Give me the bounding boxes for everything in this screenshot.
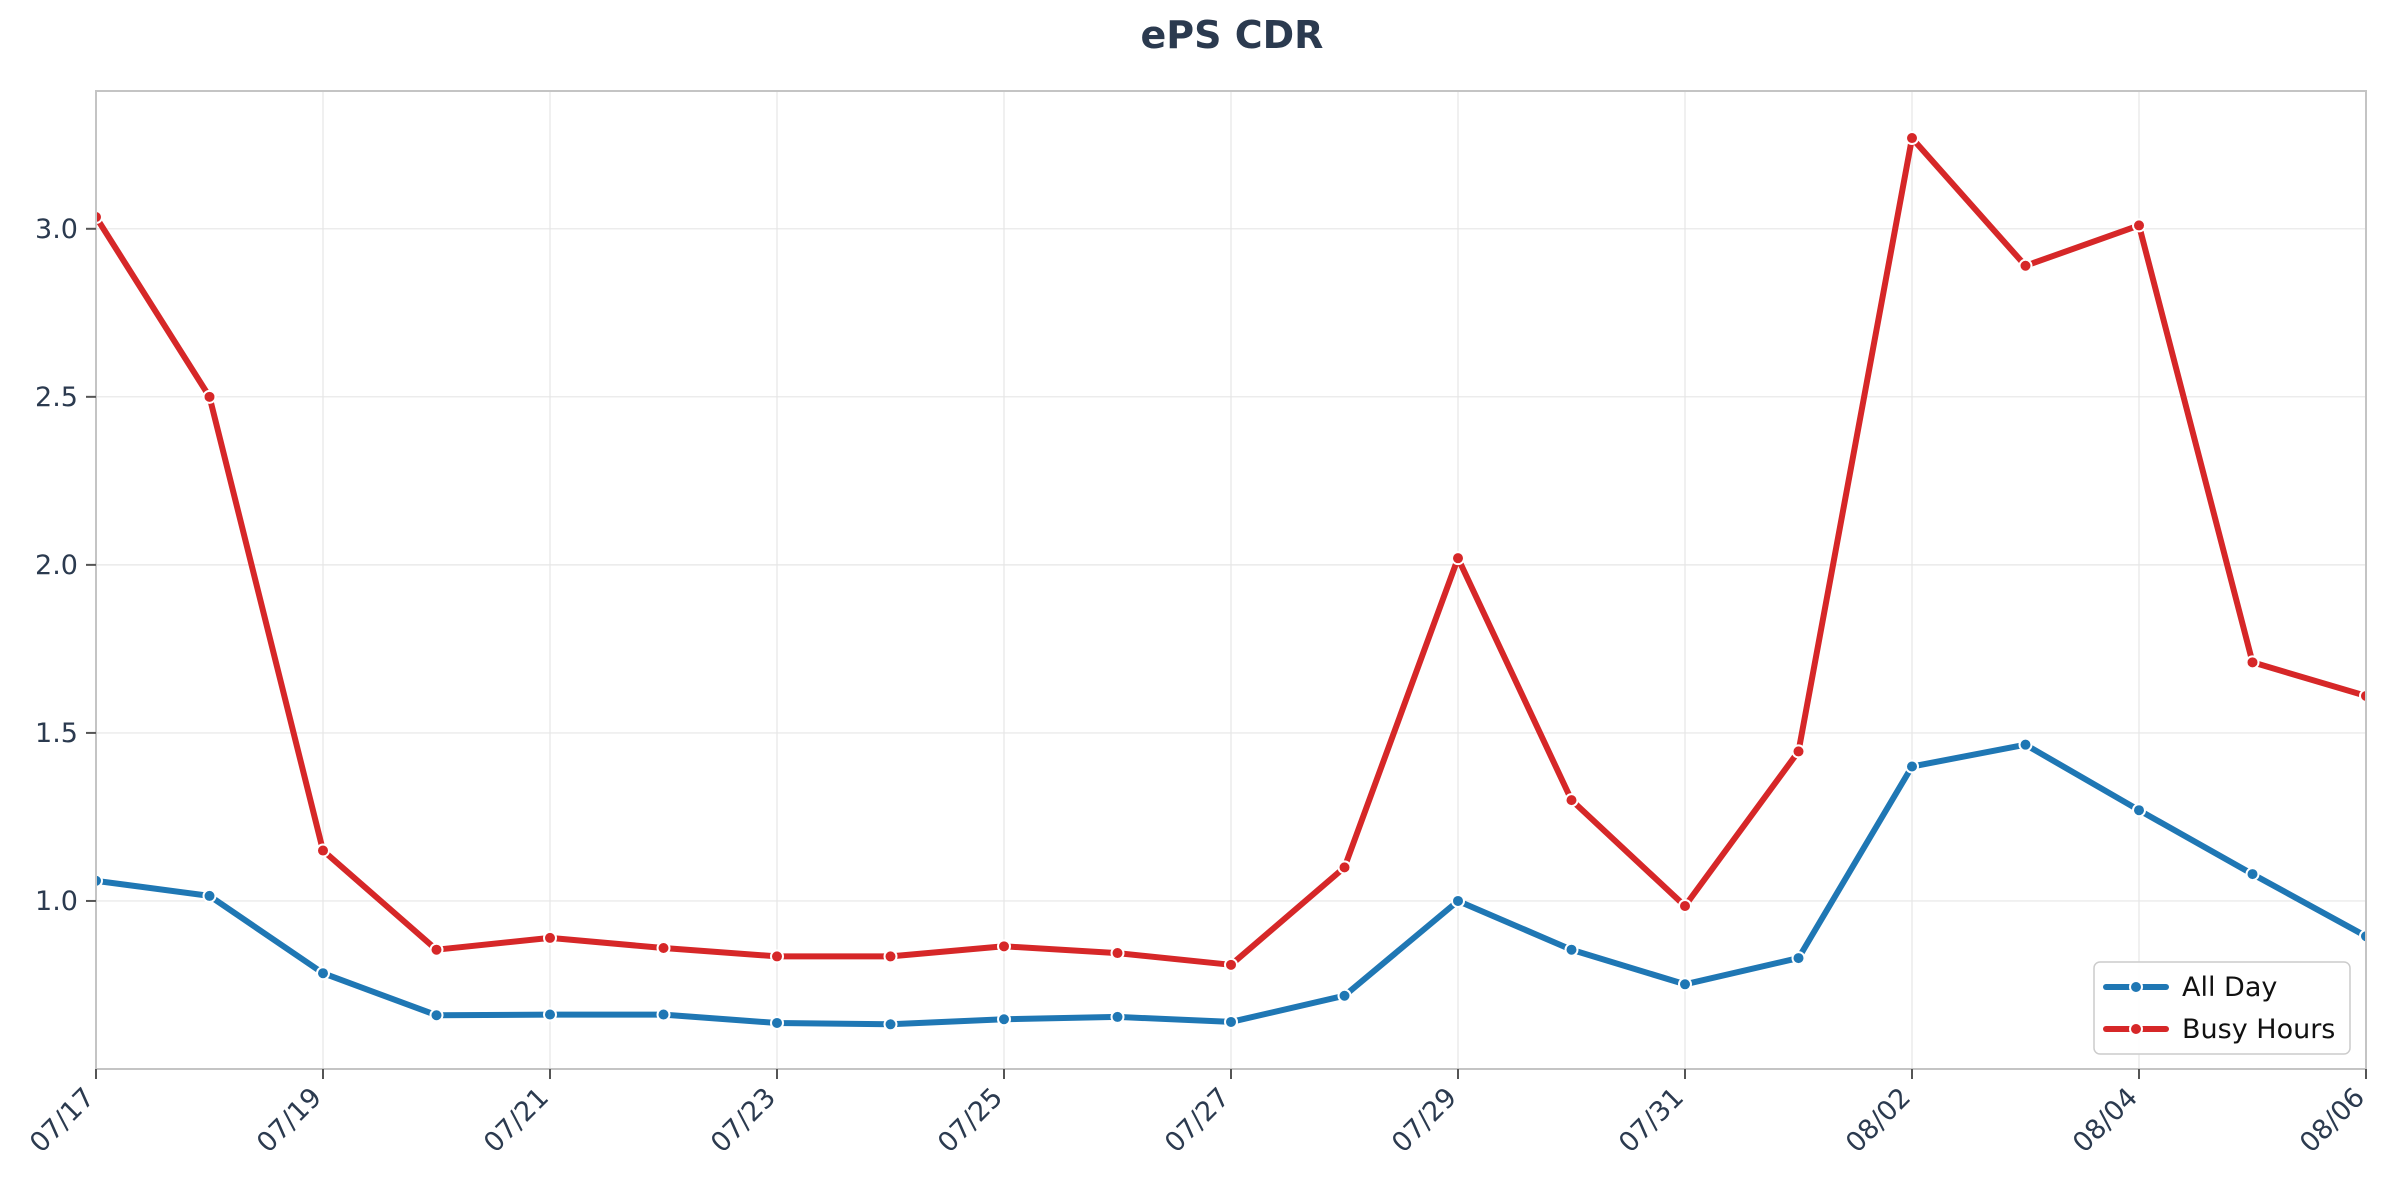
data-point-busy-hours bbox=[770, 949, 784, 964]
data-point-all-day bbox=[316, 966, 330, 981]
data-point-busy-hours bbox=[2018, 258, 2033, 273]
data-point-busy-hours bbox=[429, 942, 444, 957]
legend-label: All Day bbox=[2182, 972, 2277, 1003]
x-tick-label: 07/23 bbox=[705, 1082, 782, 1159]
data-point-all-day bbox=[1110, 1009, 1125, 1024]
data-point-all-day bbox=[997, 1012, 1011, 1027]
data-point-busy-hours bbox=[883, 949, 898, 964]
y-axis: 1.0 1.5 2.0 2.5 3.0 bbox=[35, 214, 96, 917]
legend-item-busy-hours: Busy Hours bbox=[2103, 1014, 2335, 1045]
x-tick-label: 07/17 bbox=[24, 1082, 101, 1159]
data-point-busy-hours bbox=[1451, 551, 1465, 566]
data-point-busy-hours bbox=[1791, 744, 1806, 759]
data-point-all-day bbox=[429, 1008, 444, 1023]
y-tick-label: 1.5 bbox=[35, 718, 78, 749]
data-point-busy-hours bbox=[316, 843, 330, 858]
legend-marker bbox=[2129, 980, 2143, 994]
data-point-busy-hours bbox=[1678, 899, 1692, 913]
data-point-busy-hours bbox=[1224, 957, 1238, 972]
data-point-all-day bbox=[1224, 1014, 1238, 1029]
data-point-busy-hours bbox=[656, 941, 671, 956]
data-point-busy-hours bbox=[202, 389, 217, 404]
x-tick-label: 07/29 bbox=[1386, 1082, 1463, 1159]
data-point-all-day bbox=[883, 1017, 898, 1032]
data-point-all-day bbox=[96, 873, 103, 888]
legend: All Day Busy Hours bbox=[2093, 961, 2351, 1055]
x-tick-label: 07/27 bbox=[1159, 1082, 1236, 1159]
x-tick-label: 08/04 bbox=[2067, 1082, 2144, 1159]
data-point-all-day bbox=[1564, 942, 1579, 957]
data-point-busy-hours bbox=[1337, 860, 1352, 875]
data-point-busy-hours bbox=[1564, 793, 1579, 808]
data-point-all-day bbox=[202, 888, 217, 903]
data-point-all-day bbox=[1337, 988, 1352, 1003]
data-point-all-day bbox=[2359, 929, 2366, 944]
data-point-all-day bbox=[656, 1007, 671, 1022]
grid bbox=[95, 91, 2367, 1069]
chart-title: ePS CDR bbox=[1141, 13, 1324, 57]
legend-item-all-day: All Day bbox=[2103, 972, 2277, 1003]
data-point-busy-hours bbox=[1905, 131, 1919, 146]
data-point-all-day bbox=[1791, 951, 1806, 966]
legend-label: Busy Hours bbox=[2182, 1014, 2335, 1045]
data-point-busy-hours bbox=[2359, 688, 2366, 703]
y-tick-label: 2.0 bbox=[35, 550, 78, 581]
data-point-busy-hours bbox=[96, 210, 103, 225]
data-point-all-day bbox=[2132, 803, 2146, 818]
data-point-busy-hours bbox=[997, 939, 1011, 954]
x-tick-label: 07/31 bbox=[1613, 1082, 1690, 1159]
data-point-busy-hours bbox=[2132, 218, 2146, 233]
y-tick-label: 1.0 bbox=[35, 886, 78, 917]
data-point-busy-hours bbox=[2245, 655, 2260, 670]
legend-marker bbox=[2129, 1022, 2143, 1036]
data-point-all-day bbox=[1678, 977, 1692, 992]
x-tick-label: 08/02 bbox=[1840, 1082, 1917, 1159]
x-tick-label: 07/21 bbox=[478, 1082, 555, 1159]
data-point-all-day bbox=[1451, 893, 1465, 908]
data-point-busy-hours bbox=[543, 930, 557, 945]
x-axis: 07/17 07/19 07/21 07/23 07/25 07/27 07/29 07/31… bbox=[24, 1069, 2371, 1159]
data-point-busy-hours bbox=[1110, 946, 1125, 961]
series-busy-hours bbox=[96, 131, 2366, 972]
series-layer bbox=[96, 131, 2366, 1032]
x-tick-label: 07/19 bbox=[251, 1082, 328, 1159]
x-tick-label: 08/06 bbox=[2294, 1082, 2371, 1159]
data-point-all-day bbox=[770, 1015, 784, 1030]
data-point-all-day bbox=[2245, 867, 2260, 882]
data-point-all-day bbox=[1905, 759, 1919, 774]
x-tick-label: 07/25 bbox=[932, 1082, 1009, 1159]
y-tick-label: 3.0 bbox=[35, 214, 78, 245]
y-tick-label: 2.5 bbox=[35, 382, 78, 413]
data-point-all-day bbox=[543, 1007, 557, 1022]
series-all-day bbox=[96, 737, 2366, 1032]
data-point-all-day bbox=[2018, 737, 2033, 752]
